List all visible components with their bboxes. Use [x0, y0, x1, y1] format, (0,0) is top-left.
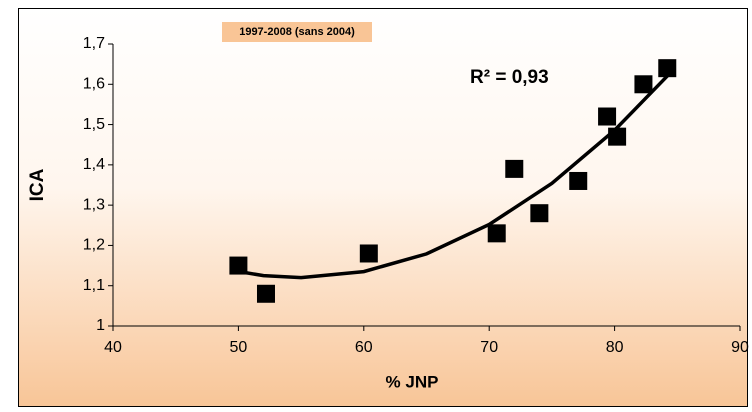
y-tick-label: 1,3	[83, 196, 105, 213]
trendline	[231, 70, 673, 280]
y-axis-label: ICA	[27, 168, 48, 201]
y-tick-label: 1,1	[83, 277, 105, 294]
marker	[359, 244, 378, 263]
x-tick-label: 70	[480, 339, 498, 356]
x-tick-label: 40	[104, 339, 122, 356]
x-tick-label: 80	[606, 339, 624, 356]
marker	[505, 159, 524, 178]
marker	[487, 224, 506, 243]
x-axis-label: % JNP	[386, 372, 439, 391]
subtitle-box	[222, 22, 372, 42]
y-tick-label: 1,4	[83, 156, 105, 173]
y-tick-label: 1,6	[83, 76, 105, 93]
y-tick-label: 1,7	[83, 35, 105, 52]
x-tick-label: 90	[731, 339, 749, 356]
y-tick-label: 1,5	[83, 116, 105, 133]
annotation: R² = 0,93	[470, 67, 549, 88]
marker	[658, 59, 677, 78]
marker	[256, 284, 275, 303]
y-tick-label: 1	[96, 317, 105, 334]
subtitle: 1997-2008 (sans 2004)	[239, 26, 355, 38]
chart-frame	[18, 8, 748, 407]
marker	[634, 75, 653, 94]
marker	[608, 127, 627, 146]
x-tick-label: 50	[230, 339, 248, 356]
y-tick-label: 1,2	[83, 237, 105, 254]
marker	[229, 256, 248, 275]
marker	[569, 171, 588, 190]
marker	[530, 204, 549, 223]
marker	[598, 107, 617, 126]
x-tick-label: 60	[355, 339, 373, 356]
